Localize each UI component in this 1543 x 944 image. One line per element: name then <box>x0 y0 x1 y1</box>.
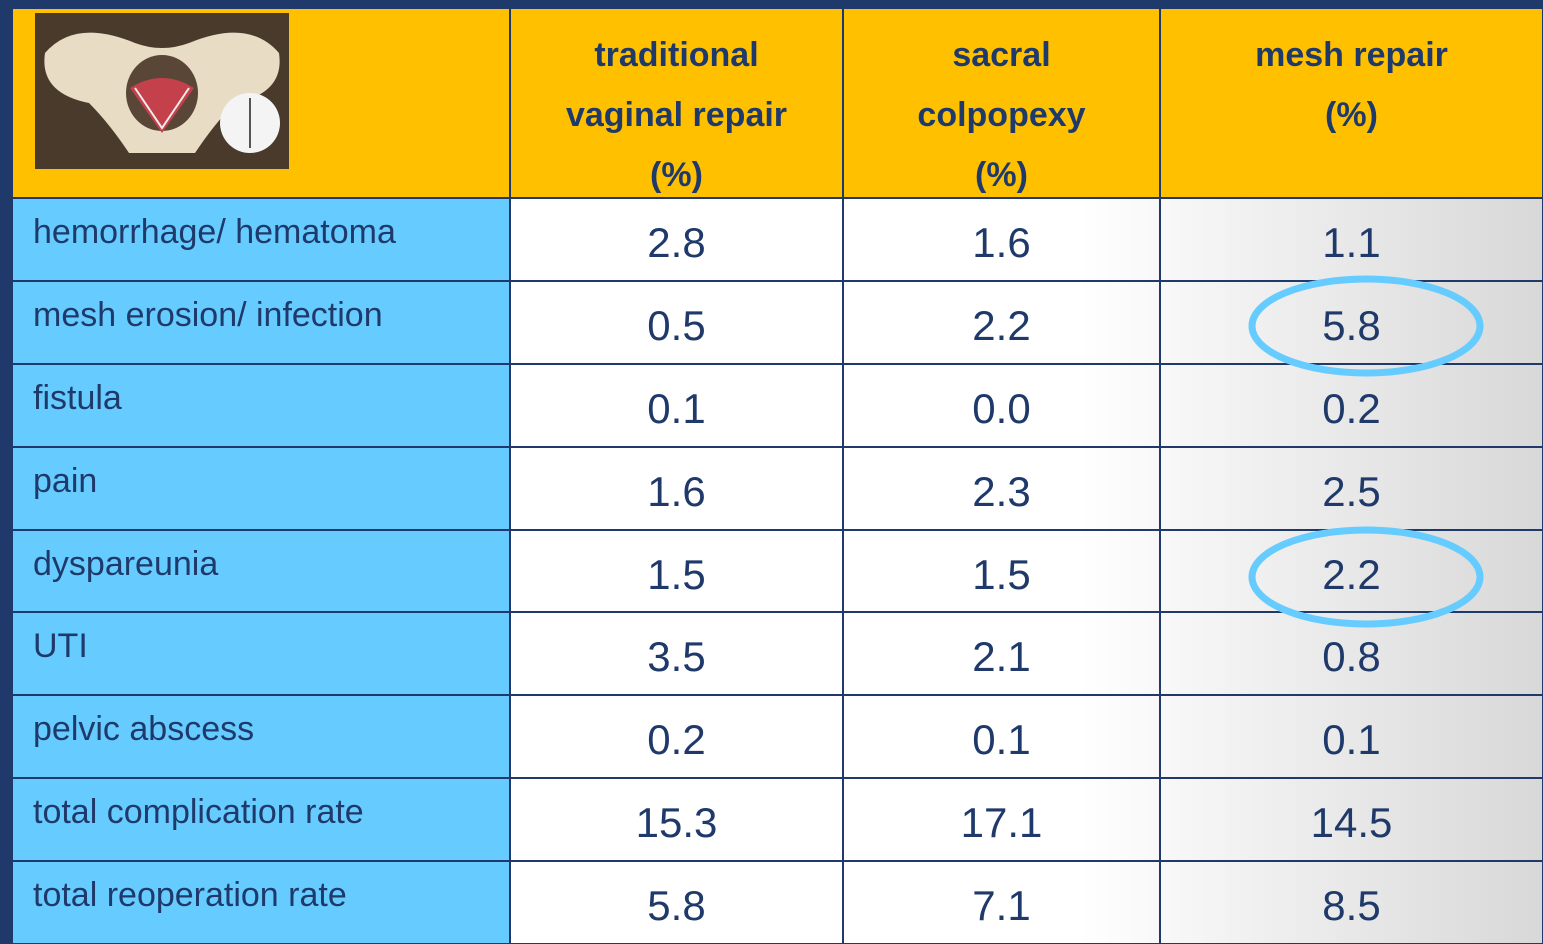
value-cell: 2.3 <box>843 447 1160 530</box>
value-cell: 5.8 <box>1160 281 1543 364</box>
value-cell: 0.1 <box>1160 695 1543 778</box>
value-cell: 0.8 <box>1160 612 1543 695</box>
value-cell: 0.2 <box>510 695 843 778</box>
value-cell: 0.0 <box>843 364 1160 447</box>
value-cell: 8.5 <box>1160 861 1543 944</box>
row-label: total complication rate <box>12 778 510 861</box>
row-label: total reoperation rate <box>12 861 510 944</box>
value-cell: 2.5 <box>1160 447 1543 530</box>
header-line: (%) <box>511 145 842 205</box>
value-cell: 1.1 <box>1160 198 1543 281</box>
row-label: UTI <box>12 612 510 695</box>
row-label: hemorrhage/ hematoma <box>12 198 510 281</box>
value-cell: 15.3 <box>510 778 843 861</box>
row-label: dyspareunia <box>12 530 510 613</box>
header-line: (%) <box>1161 85 1542 145</box>
row-label: fistula <box>12 364 510 447</box>
pelvis-illustration <box>35 13 289 169</box>
value-cell: 1.6 <box>843 198 1160 281</box>
value-cell: 14.5 <box>1160 778 1543 861</box>
column-header: mesh repair(%) <box>1160 8 1543 198</box>
value-cell: 0.1 <box>510 364 843 447</box>
value-cell: 7.1 <box>843 861 1160 944</box>
header-line: colpopexy <box>844 85 1159 145</box>
row-label: mesh erosion/ infection <box>12 281 510 364</box>
row-label: pelvic abscess <box>12 695 510 778</box>
header-line: sacral <box>844 25 1159 85</box>
value-cell: 3.5 <box>510 612 843 695</box>
value-cell: 5.8 <box>510 861 843 944</box>
slide: traditionalvaginal repair(%)sacralcolpop… <box>0 0 1543 944</box>
header-line: vaginal repair <box>511 85 842 145</box>
value-cell: 2.1 <box>843 612 1160 695</box>
value-cell: 1.5 <box>510 530 843 613</box>
header-line: (%) <box>844 145 1159 205</box>
value-cell: 2.2 <box>1160 530 1543 613</box>
value-cell: 0.2 <box>1160 364 1543 447</box>
value-cell: 2.2 <box>843 281 1160 364</box>
header-line: traditional <box>511 25 842 85</box>
value-cell: 17.1 <box>843 778 1160 861</box>
value-cell: 1.6 <box>510 447 843 530</box>
header-line: mesh repair <box>1161 25 1542 85</box>
value-cell: 0.1 <box>843 695 1160 778</box>
row-label: pain <box>12 447 510 530</box>
value-cell: 2.8 <box>510 198 843 281</box>
value-cell: 1.5 <box>843 530 1160 613</box>
image-cell <box>12 8 510 198</box>
value-cell: 0.5 <box>510 281 843 364</box>
